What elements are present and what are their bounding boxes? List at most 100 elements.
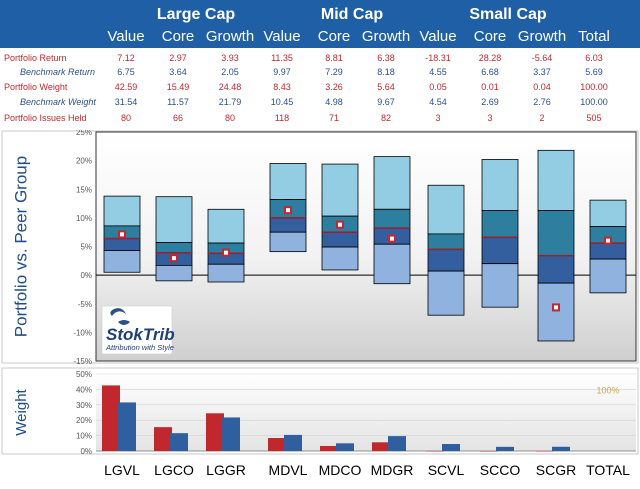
table-cell: 3.37 bbox=[533, 67, 551, 77]
weight-y-tick-label: 0% bbox=[80, 447, 92, 456]
table-row: Portfolio Weight 42.59 15.49 24.48 8.43 3.26 5… bbox=[0, 80, 640, 95]
table-cell: 7.29 bbox=[325, 67, 343, 77]
box-band-upper bbox=[481, 210, 519, 238]
box-band-top bbox=[427, 184, 465, 235]
portfolio-weight-bar bbox=[372, 442, 390, 451]
table-cell: 11.57 bbox=[167, 97, 189, 107]
box-band-lower bbox=[537, 255, 575, 284]
portfolio-weight-bar bbox=[154, 427, 172, 451]
portfolio-weight-bar bbox=[102, 385, 120, 451]
table-cell: 2.76 bbox=[533, 97, 551, 107]
table-cell: 3 bbox=[487, 113, 493, 123]
box-chart: Portfolio vs. Peer Group 25% 20% 15% 10% 5% 0%… bbox=[1, 128, 639, 366]
table-cell: 5.69 bbox=[585, 67, 603, 77]
benchmark-weight-bar bbox=[336, 443, 354, 451]
portfolio-weight-bar bbox=[320, 445, 338, 451]
box-band-top bbox=[537, 149, 575, 211]
weight-y-tick-label: 10% bbox=[76, 432, 92, 441]
category-label: SCVL bbox=[428, 462, 465, 478]
table-cell: 80 bbox=[224, 113, 235, 123]
column-header: Core bbox=[161, 28, 195, 45]
box-y-tick-label: -5% bbox=[78, 300, 92, 309]
column-header: Value bbox=[419, 28, 457, 45]
weight-chart: Weight 50% 40% 30% 20% 10% 0% 100% bbox=[1, 367, 639, 456]
table-cell: 71 bbox=[328, 113, 339, 123]
table-cell: 505 bbox=[586, 113, 602, 123]
portfolio-weight-bar bbox=[206, 413, 224, 451]
box-column bbox=[155, 196, 193, 282]
box-band-top bbox=[589, 199, 627, 227]
box-band-top bbox=[373, 156, 411, 210]
box-band-bottom bbox=[537, 282, 575, 342]
category-label: SCGR bbox=[536, 462, 576, 478]
portfolio-weight-bar bbox=[480, 450, 498, 452]
column-header: Value bbox=[107, 28, 145, 45]
box-y-tick-label: 25% bbox=[76, 130, 92, 137]
box-column bbox=[427, 184, 465, 316]
table-cell: 3.64 bbox=[169, 67, 187, 77]
benchmark-weight-bar bbox=[388, 436, 406, 451]
box-band-lower bbox=[269, 217, 307, 233]
category-labels: LGVL LGCO LGGR MDVL MDCO MDGR SCVL SCCO SCGR TOTA… bbox=[104, 462, 630, 478]
summary-table: Portfolio Return 7.12 2.97 3.93 11.35 8.81 6.3… bbox=[0, 48, 640, 130]
portfolio-return-marker-center bbox=[554, 305, 558, 310]
column-header: Growth bbox=[517, 28, 567, 45]
portfolio-return-marker-center bbox=[606, 238, 610, 243]
table-cell: 100.00 bbox=[580, 82, 608, 92]
table-cell: 6.68 bbox=[481, 67, 499, 77]
box-band-upper bbox=[537, 210, 575, 257]
table-cell: 8.18 bbox=[377, 67, 395, 77]
box-y-axis-title: Portfolio vs. Peer Group bbox=[11, 156, 30, 337]
box-band-top bbox=[103, 195, 141, 227]
benchmark-weight-bar bbox=[284, 434, 302, 451]
box-band-lower bbox=[589, 242, 627, 260]
table-cell: 2.05 bbox=[221, 67, 239, 77]
group-header-large-cap: Large Cap bbox=[156, 6, 236, 23]
box-y-tick-label: 20% bbox=[76, 157, 92, 166]
box-band-bottom bbox=[589, 258, 627, 294]
table-cell: 3.93 bbox=[221, 53, 239, 63]
benchmark-weight-bar bbox=[496, 446, 514, 451]
table-cell: 8.81 bbox=[325, 53, 343, 63]
box-y-tick-label: 0% bbox=[80, 271, 92, 280]
box-band-top bbox=[481, 159, 519, 211]
portfolio-weight-bar bbox=[426, 450, 444, 452]
box-column bbox=[207, 208, 245, 283]
table-cell: 0.01 bbox=[481, 82, 499, 92]
benchmark-weight-bar bbox=[552, 446, 570, 451]
table-cell: 3.26 bbox=[325, 82, 343, 92]
category-label: SCCO bbox=[480, 462, 521, 478]
table-cell: -5.64 bbox=[531, 53, 553, 63]
table-cell: 42.59 bbox=[114, 82, 138, 92]
group-header-small-cap: Small Cap bbox=[469, 6, 547, 23]
category-label: LGGR bbox=[206, 462, 246, 478]
category-label: MDCO bbox=[319, 462, 362, 478]
category-label: LGCO bbox=[154, 462, 194, 478]
table-cell: 3 bbox=[435, 113, 441, 123]
table-cell: 0.05 bbox=[429, 82, 447, 92]
table-row: Benchmark Return 6.75 3.64 2.05 9.97 7.29 8.18… bbox=[0, 65, 640, 80]
box-column bbox=[103, 195, 141, 273]
weight-y-tick-label: 30% bbox=[76, 401, 92, 410]
table-cell: 9.67 bbox=[377, 97, 395, 107]
portfolio-return-marker-center bbox=[224, 250, 228, 255]
table-cell: 0.04 bbox=[533, 82, 551, 92]
benchmark-weight-bar bbox=[222, 417, 240, 451]
table-cell: 7.12 bbox=[117, 53, 135, 63]
portfolio-return-marker-center bbox=[286, 208, 290, 213]
column-header: Core bbox=[317, 28, 351, 45]
benchmark-weight-bar bbox=[170, 433, 188, 451]
portfolio-return-marker-center bbox=[120, 232, 124, 237]
weight-y-axis-title: Weight bbox=[13, 388, 30, 435]
category-label: MDGR bbox=[371, 462, 414, 478]
charts-svg: Portfolio vs. Peer Group 25% 20% 15% 10% 5% 0%… bbox=[1, 128, 639, 478]
category-label: TOTAL bbox=[586, 462, 630, 478]
benchmark-weight-bar bbox=[118, 402, 136, 451]
table-cell: 6.03 bbox=[585, 53, 603, 63]
box-band-bottom bbox=[373, 243, 411, 285]
box-band-bottom bbox=[207, 263, 245, 283]
box-band-upper bbox=[427, 233, 465, 250]
table-cell: 2 bbox=[539, 113, 545, 123]
box-y-tick-label: -15% bbox=[73, 357, 92, 366]
